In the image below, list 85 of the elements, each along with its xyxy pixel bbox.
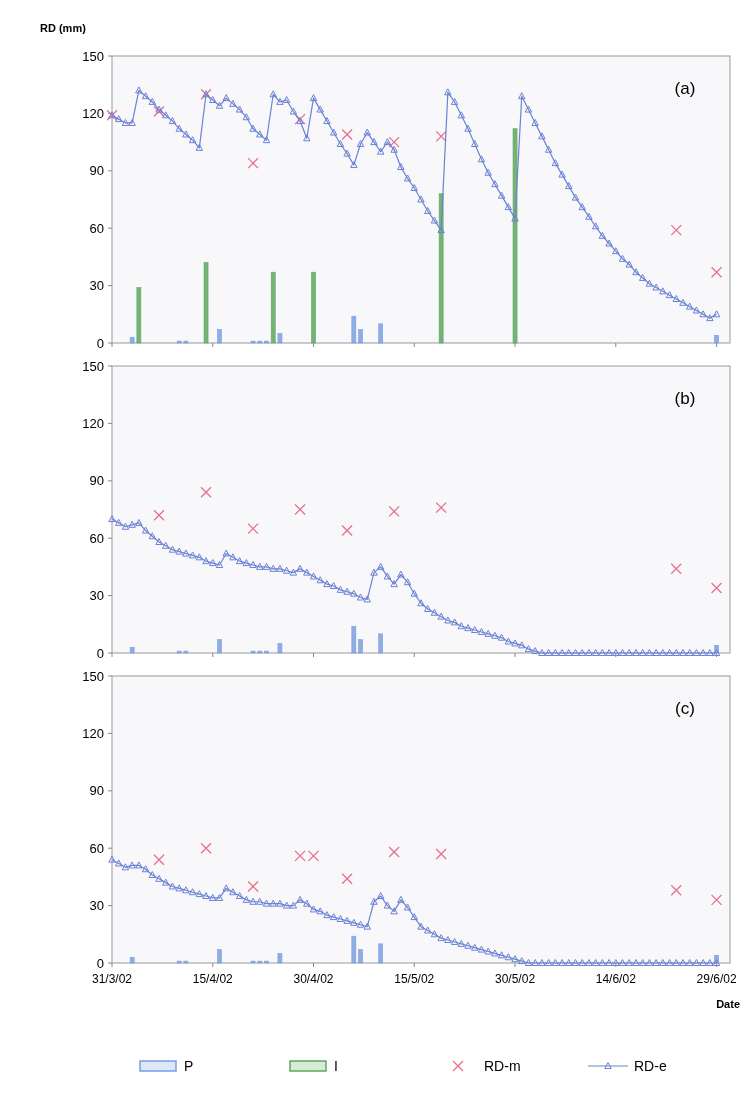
bar — [129, 646, 135, 654]
point — [153, 105, 165, 118]
x-tick-label: 30/5/02 — [495, 972, 536, 986]
bar — [136, 287, 142, 344]
bar — [351, 625, 357, 654]
x-tick-label: 14/6/02 — [595, 972, 637, 986]
y-tick-label: 60 — [89, 220, 104, 236]
annotation: (a) — [674, 79, 696, 98]
y-tick-label: 90 — [89, 783, 104, 799]
point — [710, 582, 723, 594]
point — [200, 842, 212, 854]
bar — [378, 633, 384, 654]
x-tick-label: 29/6/02 — [696, 972, 737, 986]
bar — [217, 949, 222, 964]
point — [247, 522, 259, 535]
x-tick-label: 30/4/02 — [293, 972, 334, 986]
point — [435, 848, 447, 860]
y-tick-label: 0 — [96, 955, 104, 971]
point — [670, 563, 682, 575]
bar — [714, 335, 719, 344]
point — [200, 486, 212, 498]
point — [710, 894, 723, 906]
bar — [270, 271, 276, 344]
legend-label: I — [334, 1057, 338, 1074]
point — [435, 130, 447, 143]
y-tick-label: 150 — [82, 48, 104, 64]
x-tick-label: 15/4/02 — [192, 972, 234, 986]
bar — [378, 323, 384, 344]
bar — [203, 262, 209, 344]
bar — [129, 956, 135, 964]
y-tick-label: 90 — [89, 473, 104, 489]
y-axis-title: RD (mm) — [40, 22, 87, 34]
y-tick-label: 120 — [82, 105, 104, 121]
legend-label: RD-e — [634, 1057, 667, 1074]
point — [670, 224, 682, 236]
y-tick-label: 150 — [82, 668, 104, 684]
annotation: (c) — [675, 699, 695, 718]
point — [710, 266, 723, 278]
point — [153, 509, 165, 521]
bar — [277, 643, 283, 654]
point — [341, 128, 353, 141]
x-axis-title: Date — [716, 998, 740, 1010]
bar — [358, 639, 363, 654]
point — [307, 850, 320, 862]
y-tick-label: 120 — [82, 415, 104, 431]
y-tick-label: 90 — [89, 163, 104, 179]
y-tick-label: 0 — [96, 645, 104, 661]
bar — [277, 333, 283, 344]
bar — [351, 315, 357, 344]
y-tick-label: 30 — [89, 278, 104, 294]
bar — [358, 329, 363, 344]
y-tick-label: 120 — [82, 725, 104, 741]
point — [247, 157, 259, 169]
bar — [351, 935, 357, 964]
point — [294, 113, 306, 125]
point — [388, 505, 400, 518]
bar — [358, 949, 363, 964]
point — [670, 884, 682, 896]
y-tick-label: 150 — [82, 358, 104, 374]
point — [294, 503, 306, 516]
annotation: (b) — [674, 389, 696, 408]
bar — [129, 336, 135, 344]
point — [341, 873, 353, 885]
bar — [378, 943, 384, 964]
y-tick-label: 60 — [89, 530, 104, 546]
y-tick-label: 0 — [96, 335, 104, 351]
bar — [217, 639, 222, 654]
point — [388, 846, 400, 858]
x-tick-label: 15/5/02 — [394, 972, 435, 986]
y-tick-label: 30 — [89, 898, 104, 914]
x-tick-label: 31/3/02 — [91, 972, 133, 986]
bar — [277, 953, 283, 964]
bar — [512, 128, 518, 344]
point — [341, 524, 353, 537]
point — [153, 854, 165, 866]
point — [435, 501, 447, 514]
bar — [217, 329, 222, 344]
bar — [311, 271, 316, 344]
point — [247, 880, 259, 893]
legend-label: RD-m — [484, 1057, 521, 1074]
point — [294, 850, 306, 862]
legend-label: P — [184, 1057, 194, 1074]
y-tick-label: 60 — [89, 840, 104, 856]
y-tick-label: 30 — [89, 588, 104, 604]
point — [388, 136, 400, 148]
